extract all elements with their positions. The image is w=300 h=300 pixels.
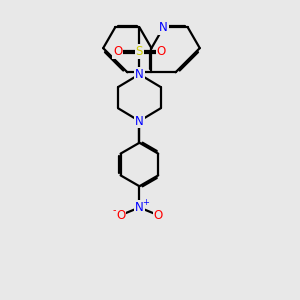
- Text: -: -: [112, 206, 116, 215]
- Text: O: O: [154, 209, 163, 222]
- Text: S: S: [136, 45, 143, 58]
- Text: N: N: [159, 21, 168, 34]
- Text: O: O: [116, 209, 125, 222]
- Text: N: N: [135, 201, 144, 214]
- Text: N: N: [135, 68, 144, 81]
- Text: O: O: [113, 45, 122, 58]
- Text: O: O: [157, 45, 166, 58]
- Text: N: N: [135, 115, 144, 128]
- Text: +: +: [142, 198, 149, 207]
